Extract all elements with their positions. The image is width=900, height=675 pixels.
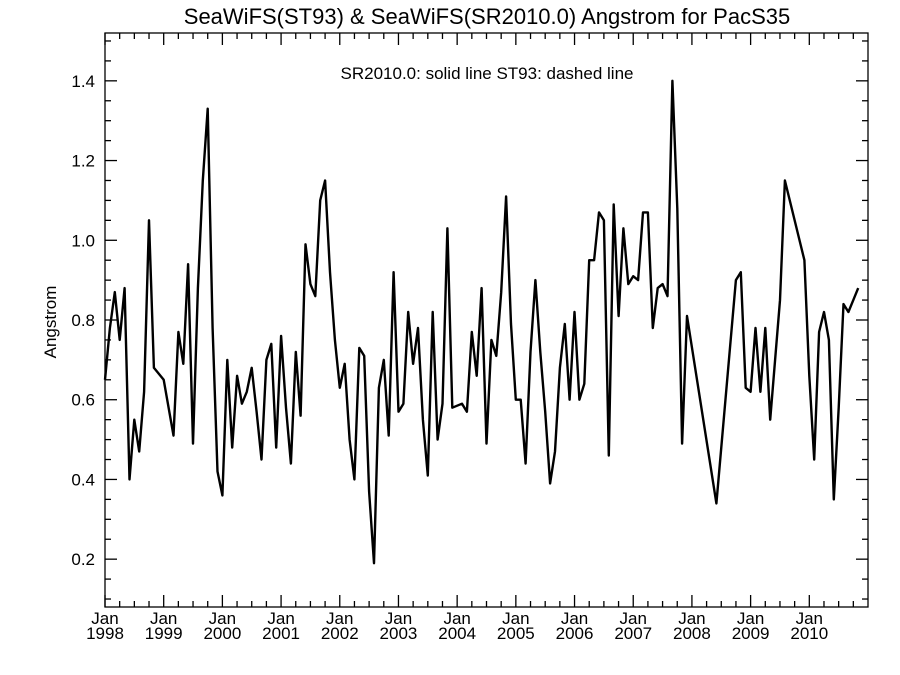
x-tick-month: Jan [209, 609, 236, 628]
x-tick-year: 2008 [673, 624, 711, 643]
x-tick-month: Jan [620, 609, 647, 628]
x-tick-year: 2009 [732, 624, 770, 643]
y-axis: 0.2 0.4 0.6 0.8 1.0 1.2 1.4 [71, 40, 868, 600]
x-tick-month: Jan [91, 609, 118, 628]
line-style-note: SR2010.0: solid line ST93: dashed line [341, 64, 634, 83]
x-tick-month: Jan [502, 609, 529, 628]
y-tick-label: 0.8 [71, 311, 95, 330]
x-tick-year: 2005 [497, 624, 535, 643]
x-tick-year: 2006 [556, 624, 594, 643]
x-tick-year: 1999 [145, 624, 183, 643]
y-tick-label: 1.0 [71, 231, 95, 250]
x-tick-month: Jan [443, 609, 470, 628]
x-tick-year: 2007 [614, 624, 652, 643]
x-tick-month: Jan [385, 609, 412, 628]
x-tick-year: 2004 [438, 624, 476, 643]
x-axis: Jan1998Jan1999Jan2000Jan2001Jan2002Jan20… [86, 33, 854, 643]
x-tick-year: 2000 [203, 624, 241, 643]
y-tick-label: 0.2 [71, 550, 95, 569]
plot-frame [104, 32, 869, 608]
x-tick-year: 2010 [790, 624, 828, 643]
x-tick-month: Jan [150, 609, 177, 628]
x-tick-month: Jan [678, 609, 705, 628]
x-tick-month: Jan [561, 609, 588, 628]
series-line-sr2010 [103, 79, 860, 565]
x-tick-year: 2003 [380, 624, 418, 643]
x-tick-month: Jan [267, 609, 294, 628]
y-axis-label: Angstrom [41, 286, 60, 359]
y-tick-label: 0.4 [71, 470, 95, 489]
x-tick-year: 2001 [262, 624, 300, 643]
x-tick-month: Jan [737, 609, 764, 628]
x-tick-month: Jan [326, 609, 353, 628]
y-tick-label: 0.6 [71, 391, 95, 410]
x-tick-year: 2002 [321, 624, 359, 643]
y-tick-label: 1.2 [71, 152, 95, 171]
x-tick-month: Jan [796, 609, 823, 628]
x-tick-year: 1998 [86, 624, 124, 643]
y-tick-label: 1.4 [71, 72, 95, 91]
chart-title: SeaWiFS(ST93) & SeaWiFS(SR2010.0) Angstr… [184, 4, 790, 29]
